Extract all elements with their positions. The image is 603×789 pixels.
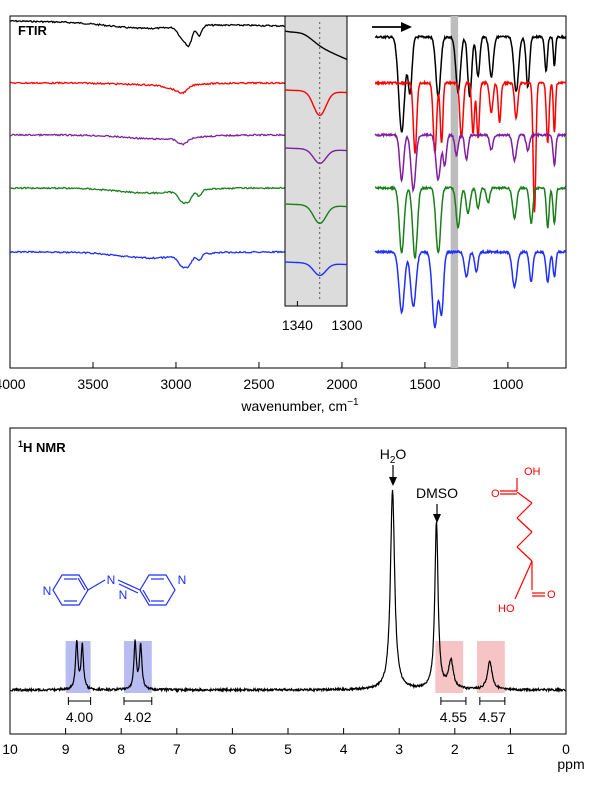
azopyridine-n1: N [43,584,52,598]
integral-label-4.55: 4.55 [440,709,467,725]
nmr-panel: 1H NMR H2O DMSO 4.00 4.02 4.55 4.57 10 9 8 7 6 5… [2,427,585,772]
ftir-inset: 1340 1300 [282,15,363,333]
nmr-tick-label-2: 2 [451,741,459,757]
adipic-o-top: O [491,488,500,500]
azopyridine-structure [52,574,176,606]
ftir-series-blue-high [9,250,287,269]
nmr-tick-label-5: 5 [284,741,292,757]
inset-series-black [284,30,348,61]
dmso-annotation: DMSO [416,485,458,523]
ftir-tick-label-1000: 1000 [492,376,523,392]
adipic-oh-top: OH [524,466,541,478]
dmso-label: DMSO [416,485,458,501]
azopyridine-n4: N [178,573,187,587]
nmr-tick-label-8: 8 [117,741,125,757]
nmr-title: 1H NMR [18,439,66,455]
integral-label-4.00: 4.00 [66,709,93,725]
ftir-tick-label-3000: 3000 [160,376,191,392]
nmr-tick-label-7: 7 [173,741,181,757]
nmr-tick-label-3: 3 [395,741,403,757]
ftir-spectra [9,19,567,329]
ftir-series-red-fingerprint [374,79,567,213]
adipic-acid-structure [500,478,545,600]
inset-tick-label-1340: 1340 [282,317,313,333]
water-label: H2O [380,446,407,466]
nmr-highlight-1 [123,641,152,693]
ftir-x-axis: 4000 3500 3000 2500 2000 1500 1000 [0,362,524,392]
inset-spectra [284,30,348,277]
nmr-spectrum [9,489,567,694]
ftir-panel: 1340 1300 FTIR 4000 3500 3000 2500 2000 1500 1… [0,15,567,414]
ftir-tick-label-4000: 4000 [0,376,26,392]
inset-tick-label-1300: 1300 [331,317,362,333]
water-annotation: H2O [380,446,407,486]
azopyridine-n3: N [119,588,128,602]
azopyridine-n2: N [107,573,116,587]
nmr-x-axis: 10 9 8 7 6 5 4 3 2 1 0 [2,728,570,757]
nmr-tick-label-10: 10 [2,741,18,757]
ftir-series-blue-fingerprint [374,248,567,329]
ftir-series-purple-fingerprint [374,131,567,194]
ftir-title: FTIR [18,23,47,38]
nmr-tick-label-9: 9 [62,741,70,757]
inset-series-blue [284,261,347,277]
nmr-tick-label-4: 4 [340,741,348,757]
scan-direction-arrow [372,22,412,32]
ftir-series-purple-high [9,133,288,146]
ftir-tick-label-2000: 2000 [326,376,357,392]
ftir-series-black-high [9,19,288,48]
ftir-series-green-fingerprint [374,184,567,260]
inset-series-purple [284,147,347,165]
nmr-x-axis-label: ppm [557,756,584,772]
ftir-series-green-high [9,186,287,205]
ftir-series-red-high [9,81,288,95]
ftir-tick-label-3500: 3500 [77,376,108,392]
ftir-x-axis-label: wavenumber, cm−1 [240,397,359,414]
nmr-integrals: 4.00 4.02 4.55 4.57 [66,697,506,725]
inset-series-red [284,89,347,117]
integral-label-4.02: 4.02 [124,709,151,725]
ftir-tick-label-2500: 2500 [243,376,274,392]
nmr-tick-label-0: 0 [562,741,570,757]
inset-series-green [284,203,347,225]
nmr-tick-label-6: 6 [229,741,237,757]
ftir-tick-label-1500: 1500 [409,376,440,392]
adipic-ho-bottom: HO [498,603,515,615]
nmr-tick-label-1: 1 [507,741,515,757]
adipic-o-bottom: O [547,589,556,601]
inset-x-ticks [296,301,348,306]
integral-label-4.57: 4.57 [479,709,506,725]
ftir-highlight-band [450,16,459,368]
